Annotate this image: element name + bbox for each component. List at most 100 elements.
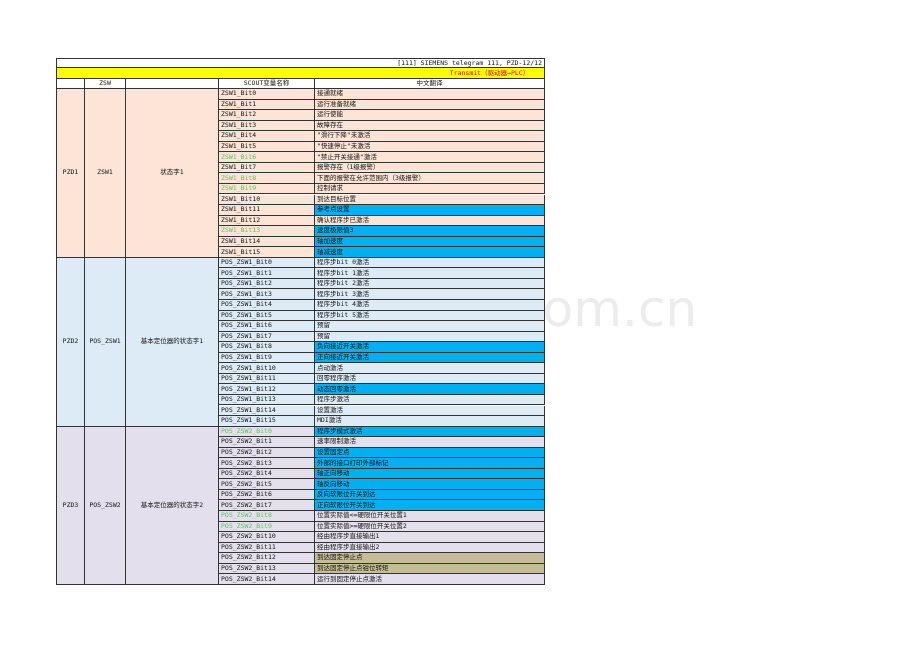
translation: 轴减速度 <box>315 247 545 258</box>
translation: 设置激活 <box>315 405 545 417</box>
translation: 故障存在 <box>315 120 545 132</box>
variable-name: ZSW1_Bit4 <box>219 131 315 142</box>
variable-name: POS_ZSW2_Bit7 <box>219 500 315 511</box>
translation: 程序步bit 3激活 <box>315 289 545 300</box>
description-cell: 基本定位器的状态字1 <box>126 257 219 427</box>
translation: 报警存在（1级报警） <box>315 162 545 174</box>
variable-name: POS_ZSW2_Bit4 <box>219 468 315 480</box>
translation: 位置实际值>=硬限位开关位置2 <box>315 521 545 533</box>
variable-name: POS_ZSW1_Bit14 <box>219 405 315 417</box>
translation: 经由程序步直接输出1 <box>315 532 545 543</box>
header-cell: 中文翻译 <box>315 79 545 89</box>
translation: 程序步bit 2激活 <box>315 278 545 290</box>
variable-name: ZSW1_Bit3 <box>219 120 315 132</box>
header-cell <box>126 79 219 89</box>
word-cell: POS_ZSW2 <box>85 426 126 585</box>
translation: 正向软限位开关到达 <box>315 500 545 511</box>
translation: "快速停止"未激活 <box>315 141 545 153</box>
variable-name: POS_ZSW2_Bit2 <box>219 447 315 459</box>
translation: 程序步bit 4激活 <box>315 300 545 311</box>
translation: 回零程序激活 <box>315 373 545 385</box>
variable-name: POS_ZSW1_Bit13 <box>219 394 315 406</box>
variable-name: ZSW1_Bit15 <box>219 247 315 258</box>
translation: 程序步bit 1激活 <box>315 268 545 279</box>
translation: MDI激活 <box>315 416 545 427</box>
variable-name: ZSW1_Bit11 <box>219 205 315 216</box>
variable-name: POS_ZSW2_Bit5 <box>219 479 315 490</box>
variable-name: ZSW1_Bit1 <box>219 99 315 111</box>
translation: 位置实际值<=硬限位开关位置1 <box>315 511 545 522</box>
translation: 预留 <box>315 321 545 332</box>
translation: 运行准备就绪 <box>315 99 545 111</box>
variable-name: POS_ZSW1_Bit3 <box>219 289 315 300</box>
translation: 经由程序步直接输出2 <box>315 542 545 554</box>
translation: 负向接近开关激活 <box>315 342 545 353</box>
translation: 运行使能 <box>315 110 545 121</box>
pzd-cell: PZD2 <box>56 257 85 427</box>
translation: 动态回零激活 <box>315 384 545 395</box>
translation: 接通就绪 <box>315 89 545 100</box>
variable-name: POS_ZSW1_Bit15 <box>219 416 315 427</box>
pzd-cell: PZD3 <box>56 426 85 585</box>
header-cell: SCOUT变量名称 <box>219 79 315 89</box>
variable-name: POS_ZSW1_Bit12 <box>219 384 315 395</box>
variable-name: POS_ZSW2_Bit14 <box>219 574 315 585</box>
translation: 到达固定停止点钳位转矩 <box>315 563 545 575</box>
pzd-cell: PZD1 <box>56 89 85 258</box>
translation: 运行到固定停止点激活 <box>315 574 545 585</box>
word-cell: ZSW1 <box>85 89 126 258</box>
variable-name: ZSW1_Bit6 <box>219 152 315 163</box>
variable-name: POS_ZSW2_Bit10 <box>219 532 315 543</box>
variable-name: ZSW1_Bit7 <box>219 162 315 174</box>
translation: 确认程序步已激活 <box>315 215 545 227</box>
variable-name: ZSW1_Bit8 <box>219 173 315 184</box>
translation: 控制请求 <box>315 183 545 195</box>
translation: 轴反向移动 <box>315 479 545 490</box>
word-cell: POS_ZSW1 <box>85 257 126 427</box>
variable-name: ZSW1_Bit2 <box>219 110 315 121</box>
variable-name: POS_ZSW1_Bit4 <box>219 300 315 311</box>
variable-name: POS_ZSW2_Bit12 <box>219 553 315 564</box>
variable-name: POS_ZSW2_Bit1 <box>219 437 315 448</box>
variable-name: POS_ZSW2_Bit0 <box>219 426 315 438</box>
variable-name: POS_ZSW2_Bit9 <box>219 521 315 533</box>
description-cell: 状态字1 <box>126 89 219 258</box>
variable-name: POS_ZSW1_Bit2 <box>219 278 315 290</box>
variable-name: ZSW1_Bit5 <box>219 141 315 153</box>
translation: 速率限制激活 <box>315 437 545 448</box>
variable-name: POS_ZSW2_Bit8 <box>219 511 315 522</box>
variable-name: ZSW1_Bit9 <box>219 183 315 195</box>
direction-row: Transmit（驱动器→PLC） <box>56 68 545 79</box>
translation: "滑行下降"未激活 <box>315 131 545 142</box>
translation: 程序步bit 0激活 <box>315 257 545 269</box>
translation: 正向接近开关激活 <box>315 352 545 364</box>
variable-name: POS_ZSW1_Bit7 <box>219 331 315 343</box>
header-cell: ZSW <box>85 79 126 89</box>
variable-name: ZSW1_Bit12 <box>219 215 315 227</box>
variable-name: POS_ZSW1_Bit5 <box>219 310 315 322</box>
translation: 参考点设置 <box>315 205 545 216</box>
translation: 下面的报警在允许范围内（3级报警） <box>315 173 545 184</box>
translation: 预留 <box>315 331 545 343</box>
variable-name: POS_ZSW1_Bit11 <box>219 373 315 385</box>
translation: 速度极限值3 <box>315 226 545 237</box>
header-cell <box>56 79 85 89</box>
translation: 反向软限位开关到达 <box>315 489 545 501</box>
translation: 设置固定点 <box>315 447 545 459</box>
variable-name: POS_ZSW2_Bit3 <box>219 458 315 469</box>
variable-name: POS_ZSW1_Bit8 <box>219 342 315 353</box>
translation: 点动激活 <box>315 363 545 374</box>
variable-name: POS_ZSW1_Bit0 <box>219 257 315 269</box>
variable-name: POS_ZSW1_Bit1 <box>219 268 315 279</box>
variable-name: POS_ZSW2_Bit6 <box>219 489 315 501</box>
variable-name: POS_ZSW1_Bit10 <box>219 363 315 374</box>
translation: 外部的接口打印外部标记 <box>315 458 545 469</box>
translation: 轴正向移动 <box>315 468 545 480</box>
translation: 程序步激活 <box>315 394 545 406</box>
translation: "禁止开关接通"激活 <box>315 152 545 163</box>
variable-name: POS_ZSW2_Bit13 <box>219 563 315 575</box>
variable-name: ZSW1_Bit14 <box>219 236 315 248</box>
translation: 程序步bit 5激活 <box>315 310 545 322</box>
translation: 程序步模式激活 <box>315 426 545 438</box>
